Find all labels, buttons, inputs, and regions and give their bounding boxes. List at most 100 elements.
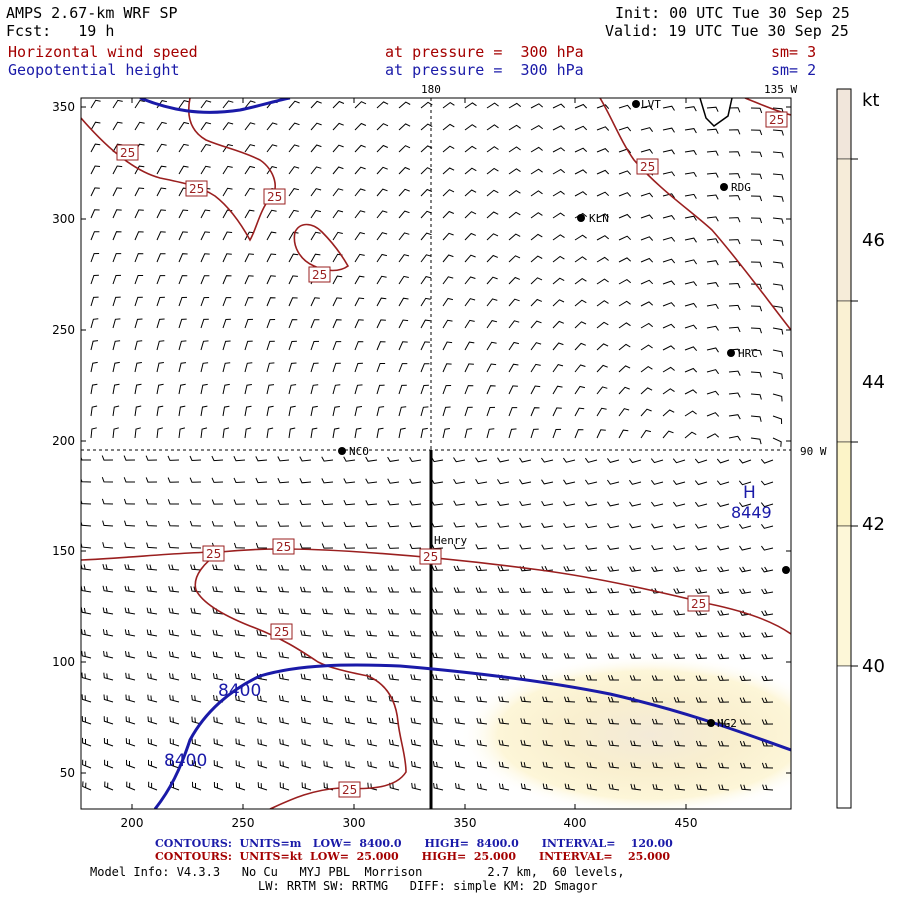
wind-barb: [564, 783, 576, 791]
wind-barb: [475, 630, 488, 637]
wind-barb: [266, 166, 278, 175]
wind-barb: [651, 718, 664, 725]
wind-barb: [574, 342, 586, 351]
wind-barb: [156, 427, 164, 439]
wind-barb: [376, 144, 389, 153]
wind-barb: [244, 427, 252, 439]
wind-barb: [420, 188, 432, 197]
station-dot-nco: [338, 447, 346, 455]
wind-barb: [464, 428, 473, 439]
wind-barb: [235, 760, 246, 769]
wind-barb: [762, 784, 774, 791]
wind-barb: [178, 209, 189, 219]
wind-barb: [266, 340, 275, 351]
wind-barb: [629, 609, 642, 616]
wind-barb: [585, 501, 598, 507]
wind-barb: [738, 458, 752, 464]
wind-barb: [574, 256, 587, 263]
wind-barb: [673, 675, 686, 681]
wind-barb: [672, 458, 686, 464]
wind-barb: [278, 651, 290, 659]
wind-barb: [530, 124, 544, 131]
wind-barb: [192, 781, 202, 791]
wind-barb: [354, 341, 364, 351]
wind-barb: [146, 607, 158, 615]
wind-barb: [190, 607, 202, 615]
station-label-lvt: LVT: [641, 98, 661, 111]
wind-barb: [530, 168, 543, 175]
wind-barb: [211, 455, 224, 462]
wind-barb: [476, 674, 488, 681]
wind-barb: [178, 340, 187, 351]
wind-barb: [508, 298, 520, 307]
wind-barb: [684, 128, 697, 134]
wind-barb: [148, 781, 158, 791]
wind-barb: [90, 274, 99, 285]
wind-barb: [222, 405, 230, 417]
valid-time: Valid: 19 UTC Tue 30 Sep 25: [605, 22, 849, 40]
wind-barb: [684, 193, 697, 199]
wind-barb: [673, 566, 686, 573]
wind-barb: [376, 210, 388, 219]
wind-barb: [464, 189, 477, 197]
wind-barb: [156, 383, 164, 395]
wind-barb: [497, 631, 509, 637]
wind-barb: [257, 738, 268, 747]
wind-barb: [376, 166, 388, 175]
wind-barb: [233, 521, 245, 527]
wind-barb: [542, 718, 554, 725]
wind-barb: [486, 385, 496, 395]
wind-barb: [498, 761, 510, 769]
forecast-hour: Fcst: 19 h: [6, 22, 115, 40]
wind-barb: [442, 232, 454, 241]
wind-barb: [222, 253, 232, 263]
wind-barb: [640, 365, 653, 373]
wind-barb: [519, 457, 532, 463]
wind-barb: [354, 406, 363, 417]
wind-barb: [222, 427, 230, 439]
wind-barb: [257, 782, 268, 791]
footer-speed-contours: CONTOURS: UNITS=kt LOW= 25.000 HIGH= 25.…: [155, 850, 671, 863]
wind-barb: [104, 759, 114, 769]
y-tick-100: 100: [52, 655, 75, 669]
wind-barb: [112, 165, 123, 175]
wind-barb: [640, 148, 654, 154]
wind-barb: [706, 282, 719, 288]
wind-barb: [454, 761, 466, 769]
wind-barb: [453, 500, 466, 506]
wind-barb: [574, 125, 588, 131]
wind-barb: [256, 629, 268, 637]
speed-contour-labels: 25 25 25 25 25 25 25 25 25 25 25 25: [116, 111, 788, 798]
wind-barb: [596, 321, 609, 329]
wind-barb: [596, 126, 610, 131]
wind-barb: [640, 429, 652, 439]
wind-barb: [628, 479, 642, 485]
wind-barb: [432, 695, 444, 703]
wind-barb: [498, 783, 510, 791]
wind-barb: [234, 564, 246, 571]
wind-barb: [332, 319, 342, 329]
wind-barb: [486, 124, 499, 131]
wind-barb: [530, 190, 543, 197]
wind-barb: [651, 609, 664, 616]
wind-barb: [235, 716, 246, 725]
wind-barb: [486, 146, 499, 153]
wind-barb: [606, 479, 620, 485]
wind-barb: [728, 414, 741, 420]
lon-label-90w: 90 W: [800, 445, 827, 458]
wind-barb: [112, 274, 122, 285]
wind-barb: [761, 566, 774, 573]
wind-barb: [706, 433, 720, 439]
wind-barb: [618, 386, 630, 395]
wind-barb: [772, 195, 784, 202]
wind-barb: [574, 169, 588, 175]
wind-barb: [618, 408, 630, 417]
y-tick-150: 150: [52, 544, 75, 558]
wind-barb: [354, 101, 367, 109]
wind-barb: [640, 387, 653, 395]
wind-barb: [728, 129, 741, 135]
wind-barb: [453, 630, 466, 637]
wind-barb: [442, 276, 454, 285]
wind-barb: [321, 499, 334, 506]
wind-barb: [420, 232, 432, 241]
